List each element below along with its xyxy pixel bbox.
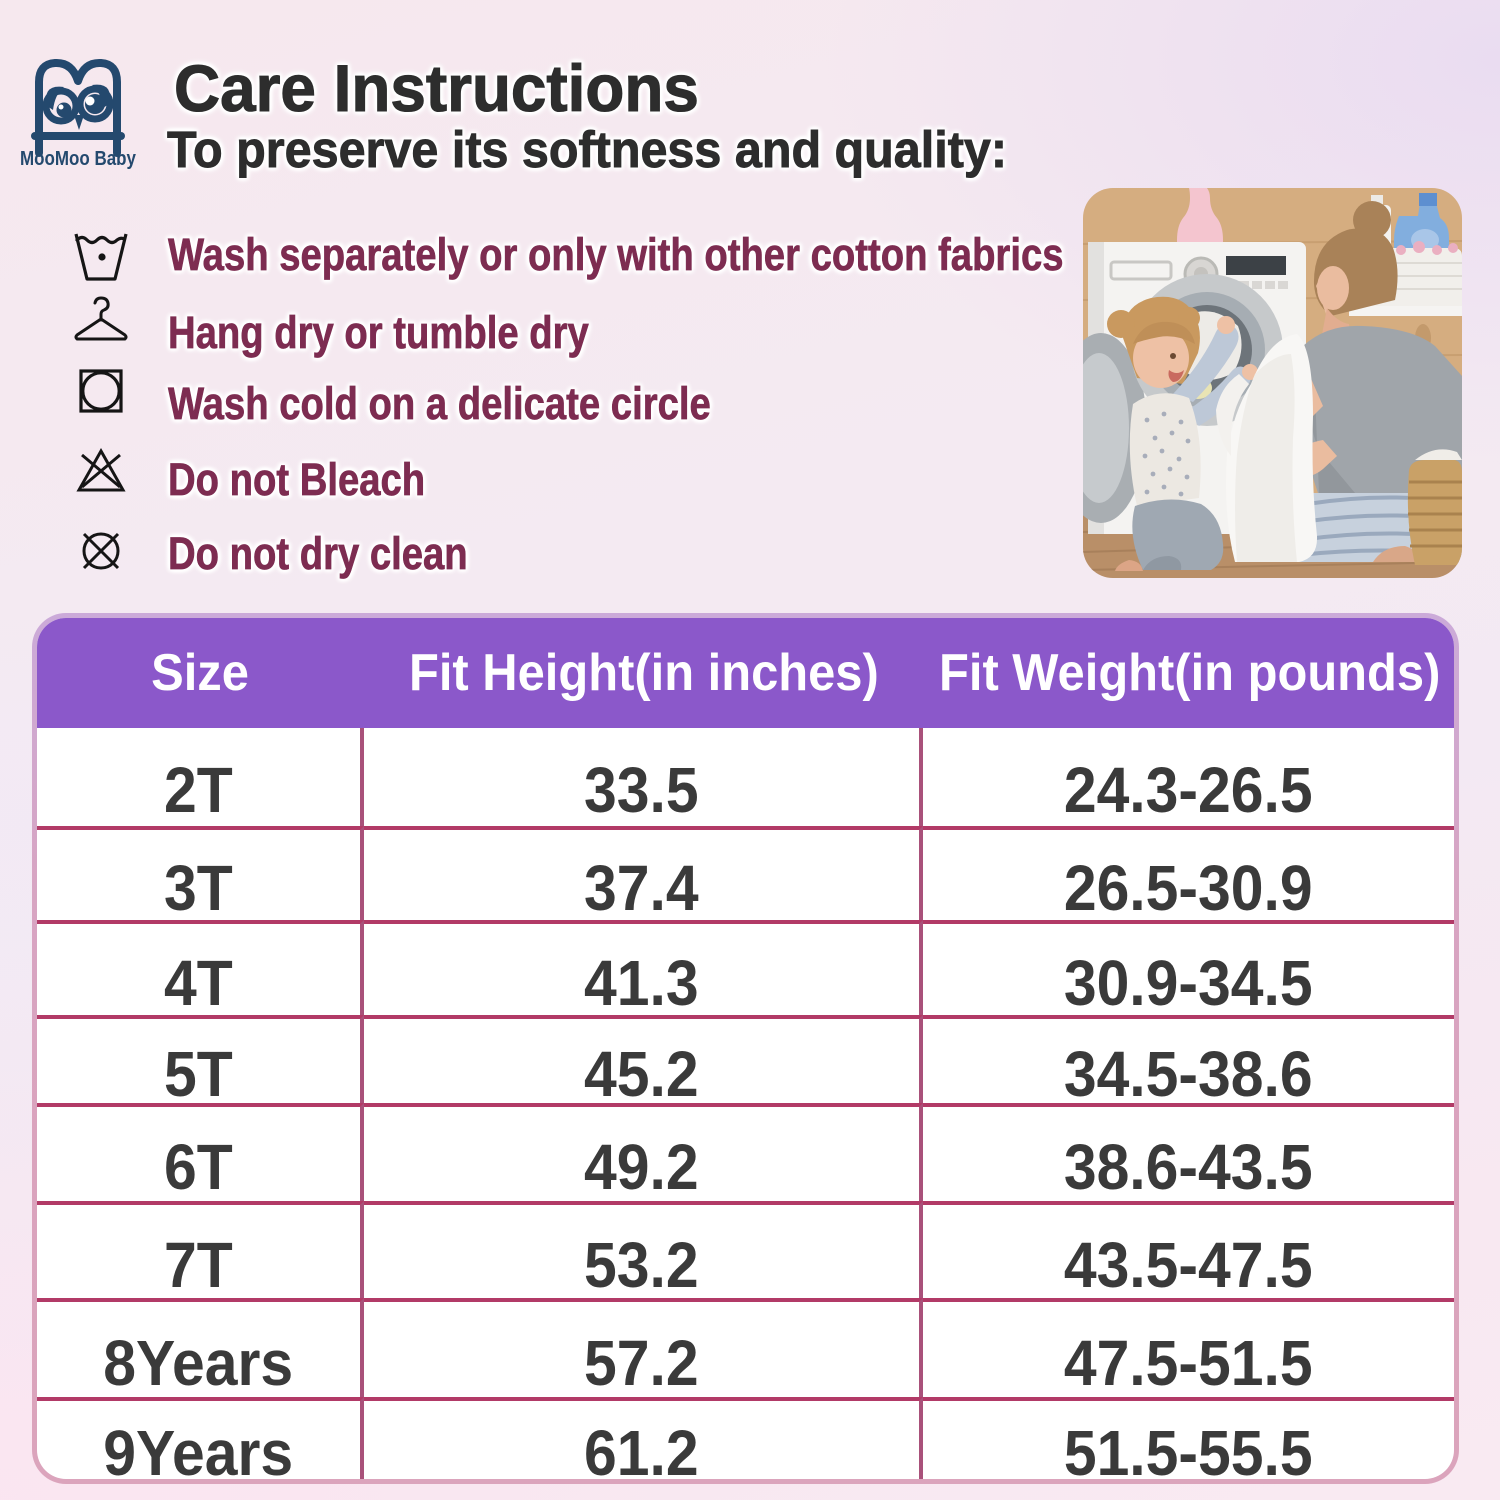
svg-text:MooMoo Baby: MooMoo Baby [20,148,137,170]
